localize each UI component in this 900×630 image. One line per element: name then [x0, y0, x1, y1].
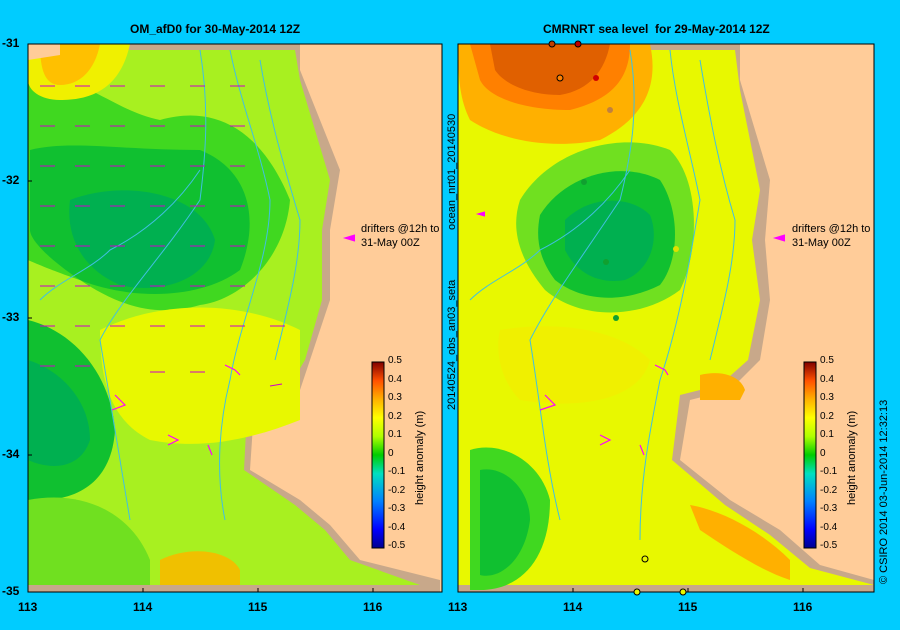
x-tick-label: 115	[248, 600, 268, 614]
x-tick-label: 114	[563, 600, 583, 614]
x-tick-label: 113	[18, 600, 38, 614]
y-tick-label: -34	[2, 447, 20, 461]
credit-text: © CSIRO 2014 03-Jun-2014 12:32:13	[878, 399, 890, 584]
current-vectors	[40, 85, 285, 387]
left-axis-ticks	[27, 43, 374, 593]
colorbar-tick: 0.2	[820, 411, 834, 422]
colorbar-tick: -0.2	[820, 485, 838, 496]
y-tick-label: -32	[2, 173, 20, 187]
colorbar-tick: -0.3	[820, 503, 838, 514]
left-drifter-note: drifters @12h to 31-May 00Z	[361, 223, 440, 249]
colorbar-tick: -0.4	[820, 522, 838, 533]
colorbar-tick: 0.3	[820, 392, 834, 403]
x-tick-label: 116	[793, 600, 813, 614]
left-colorbar-label: height anomaly (m)	[414, 410, 426, 505]
colorbar-tick: -0.5	[820, 540, 838, 551]
drifter-arrows	[111, 211, 786, 456]
observation-dots	[548, 40, 687, 596]
colorbar-tick: 0	[820, 448, 826, 459]
colorbar-tick: 0	[388, 448, 394, 459]
right-map-frame	[457, 43, 875, 593]
x-tick-label: 114	[133, 600, 153, 614]
right-side-label-bottom: 20140524_obs_an03_seta	[446, 279, 458, 410]
colorbar-tick: 0.4	[820, 374, 834, 385]
x-tick-label: 113	[448, 600, 468, 614]
colorbar-tick: -0.1	[820, 466, 838, 477]
right-colorbar-label: height anomaly (m)	[846, 410, 858, 505]
left-colorbar	[371, 361, 385, 549]
colorbar-tick: 0.5	[388, 355, 402, 366]
left-map	[28, 44, 442, 592]
colorbar-tick: 0.2	[388, 411, 402, 422]
colorbar-tick: -0.2	[388, 485, 406, 496]
y-tick-label: -33	[2, 310, 20, 324]
colorbar-tick: 0.1	[820, 429, 834, 440]
colorbar-tick: 0.4	[388, 374, 402, 385]
x-tick-label: 116	[363, 600, 383, 614]
right-map-title: CMRNRT sea level for 29-May-2014 12Z	[543, 22, 770, 36]
colorbar-tick: -0.4	[388, 522, 406, 533]
colorbar-tick: -0.1	[388, 466, 406, 477]
left-map-title: OM_afD0 for 30-May-2014 12Z	[130, 22, 301, 36]
right-map	[458, 44, 874, 592]
right-axis-ticks	[457, 588, 804, 592]
y-tick-label: -31	[2, 36, 20, 50]
right-drifter-note: drifters @12h to 31-May 00Z	[792, 223, 871, 249]
colorbar-tick: 0.1	[388, 429, 402, 440]
x-tick-label: 115	[678, 600, 698, 614]
colorbar-tick: 0.5	[820, 355, 834, 366]
colorbar-tick: -0.3	[388, 503, 406, 514]
y-tick-label: -35	[2, 584, 20, 598]
colorbar-tick: 0.3	[388, 392, 402, 403]
right-side-label-top: ocean_nrt01_20140530	[446, 113, 458, 230]
right-colorbar	[803, 361, 817, 549]
colorbar-tick: -0.5	[388, 540, 406, 551]
